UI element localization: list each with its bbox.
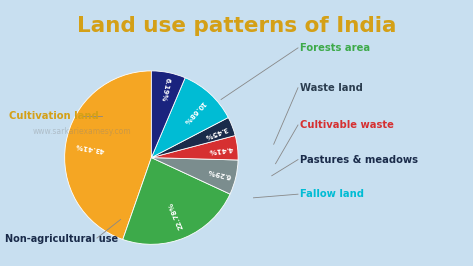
Wedge shape [65,71,151,239]
Wedge shape [151,78,228,157]
Text: Fallow land: Fallow land [300,189,364,199]
Text: 6.19%: 6.19% [160,77,170,102]
Text: 43.41%: 43.41% [75,142,105,153]
Wedge shape [123,157,230,244]
Text: Cultivation land: Cultivation land [9,111,99,121]
Text: Non-agricultural use: Non-agricultural use [5,234,118,244]
Text: Cultivable waste: Cultivable waste [300,120,394,130]
Wedge shape [151,118,235,157]
Text: 4.41%: 4.41% [208,145,233,154]
Wedge shape [151,71,185,157]
Text: www.sarkariexamesy.com: www.sarkariexamesy.com [33,127,131,136]
Text: Pastures & meadows: Pastures & meadows [300,155,418,165]
Text: 6.29%: 6.29% [206,168,231,179]
Text: Land use patterns of India: Land use patterns of India [77,16,396,36]
Text: 10.68%: 10.68% [182,99,206,124]
Wedge shape [151,157,238,194]
Text: Forests area: Forests area [300,43,370,53]
Text: Waste land: Waste land [300,83,363,93]
Wedge shape [151,136,238,160]
Text: 22.78%: 22.78% [167,201,184,230]
Text: 3.45%: 3.45% [203,125,228,140]
